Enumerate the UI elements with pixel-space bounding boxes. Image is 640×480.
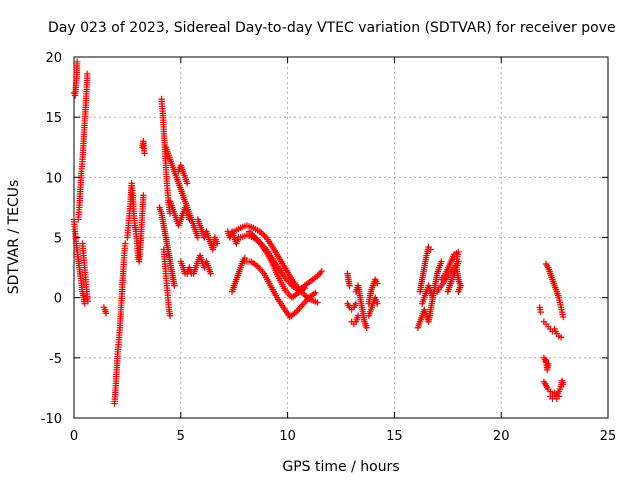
x-axis-label: GPS time / hours	[282, 459, 399, 475]
y-tick-label: 0	[54, 292, 62, 307]
data-point	[207, 270, 214, 277]
data-point	[166, 312, 174, 319]
data-point	[537, 308, 544, 316]
data-point	[374, 280, 381, 287]
y-tick-label: 10	[45, 171, 62, 186]
data-point	[140, 192, 147, 199]
data-point	[429, 294, 437, 301]
y-tick-label: 15	[45, 111, 62, 126]
axis-ticks: 0 5 10 15 20 25 -10 -5 0 5 10 15 20	[41, 51, 617, 444]
data-point	[374, 300, 381, 307]
data-point	[559, 381, 567, 388]
chart-title: Day 023 of 2023, Sidereal Day-to-day VTE…	[48, 20, 616, 36]
data-point	[453, 258, 460, 265]
x-tick-label: 5	[177, 429, 185, 444]
data-point	[318, 267, 325, 275]
y-tick-label: 5	[54, 232, 62, 247]
data-point	[141, 150, 148, 157]
data-point	[559, 313, 567, 321]
y-tick-label: -10	[41, 412, 62, 427]
data-point	[453, 264, 460, 271]
data-point	[363, 324, 370, 331]
data-point	[84, 298, 92, 305]
data-point	[542, 357, 550, 364]
x-tick-label: 15	[386, 429, 403, 444]
x-tick-label: 10	[279, 429, 296, 444]
data-point	[352, 300, 360, 307]
data-point	[455, 288, 462, 295]
x-tick-label: 25	[600, 429, 617, 444]
data-point	[346, 282, 353, 289]
data-point	[171, 282, 178, 289]
data-point	[438, 258, 445, 265]
data-point	[314, 299, 321, 306]
data-point	[186, 216, 193, 223]
data-point	[317, 269, 324, 276]
data-point	[312, 289, 319, 297]
data-point	[557, 334, 565, 341]
data-point	[194, 234, 202, 241]
data-point	[213, 240, 221, 247]
data-point	[555, 393, 563, 400]
gridlines	[74, 57, 608, 418]
y-tick-label: 20	[45, 51, 62, 66]
data-point	[84, 70, 91, 78]
data-point	[427, 246, 434, 253]
y-tick-label: -5	[49, 352, 62, 367]
data-point	[184, 180, 191, 187]
data-point	[81, 300, 88, 307]
data-points	[70, 58, 567, 407]
x-tick-label: 20	[493, 429, 510, 444]
data-point	[122, 240, 129, 247]
x-tick-label: 0	[70, 429, 78, 444]
data-point	[259, 231, 267, 238]
data-point	[354, 312, 362, 319]
data-point	[301, 284, 308, 292]
data-point	[74, 58, 81, 66]
data-point	[102, 310, 110, 317]
y-axis-label: SDTVAR / TECUs	[6, 180, 22, 295]
data-point	[261, 232, 268, 240]
